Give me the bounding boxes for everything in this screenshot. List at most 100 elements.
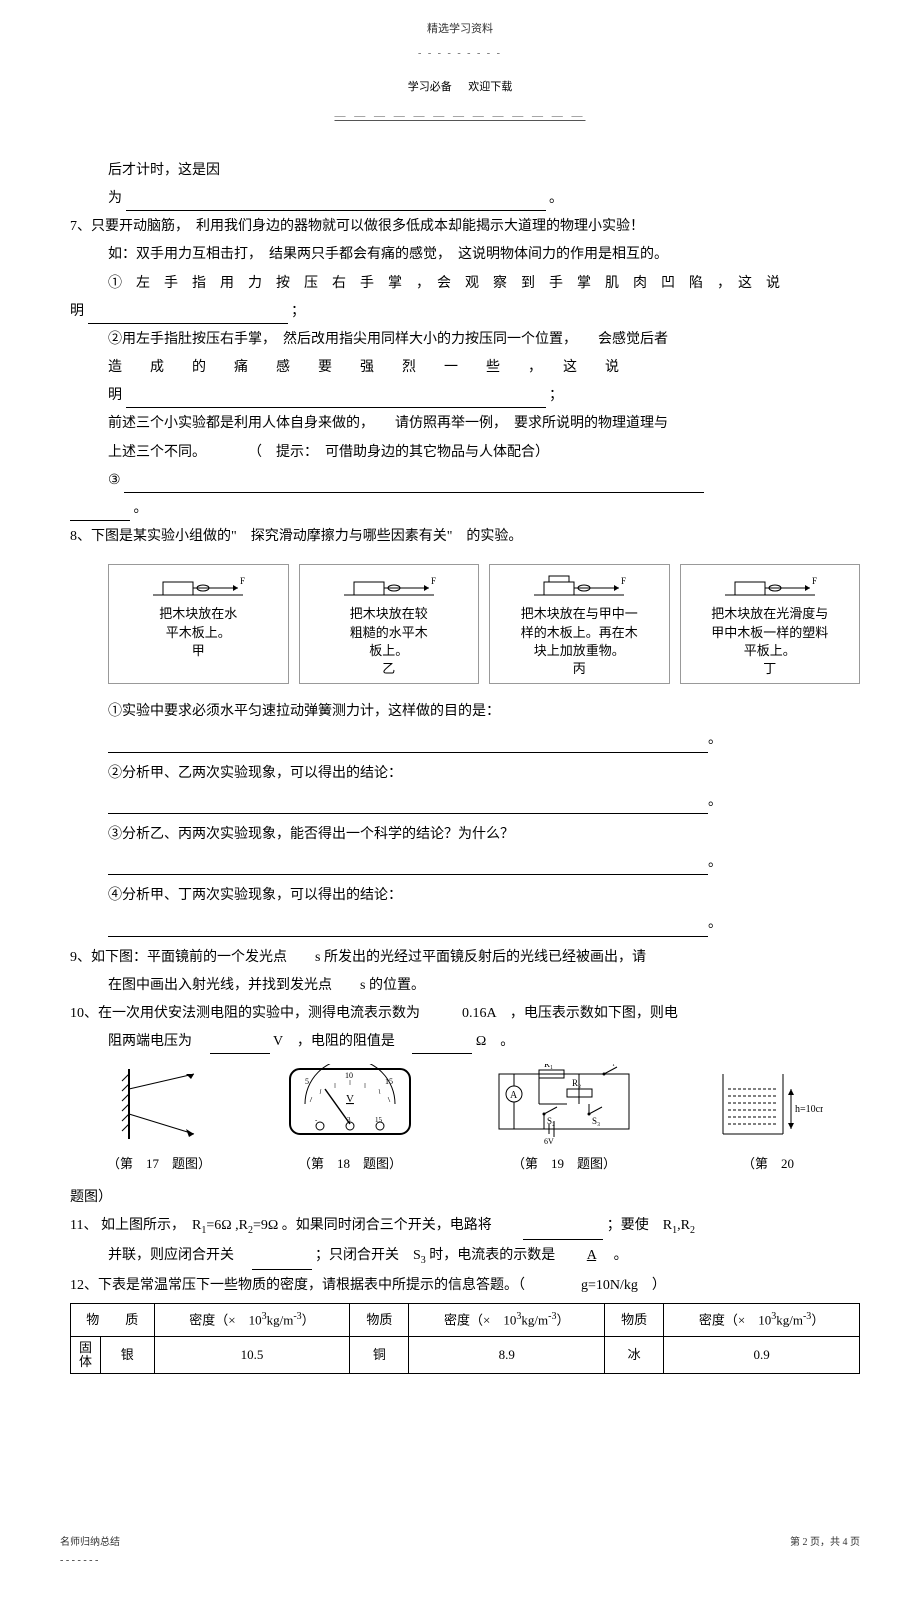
q10-blank1[interactable] <box>210 1038 270 1055</box>
fig20: h=10cm （第 20 <box>713 1064 823 1175</box>
q8-box4: F 把木块放在光滑度与甲中木板一样的塑料平板上。丁 <box>680 564 861 684</box>
q8-p1: ①实验中要求必须水平匀速拉动弹簧测力计，这样做的目的是： <box>70 699 860 724</box>
c2-pre: 密度（× 10 <box>189 1312 261 1327</box>
q8-box1-l3: 甲 <box>192 643 205 658</box>
q11-blank1[interactable] <box>523 1223 603 1240</box>
copper-val: 8.9 <box>409 1336 605 1374</box>
table-row: 固体 银 10.5 铜 8.9 冰 0.9 <box>71 1336 860 1374</box>
c4-end: ） <box>556 1312 569 1327</box>
q7-line7: 上述三个不同。 （ 提示： 可借助身边的其它物品与人体配合） <box>70 440 860 465</box>
header-dots: - - - - - - - - - <box>60 45 860 63</box>
q8-box2-l1: 把木块放在较 <box>350 606 428 621</box>
q9-num: 9、 <box>70 950 91 965</box>
q7-blank2[interactable] <box>126 392 546 409</box>
q9-line1-wrap: 9、如下图：平面镜前的一个发光点 s 所发出的光经过平面镜反射后的光线已经被画出… <box>70 945 860 970</box>
q9-line2: 在图中画出入射光线，并找到发光点 s 的位置。 <box>70 973 860 998</box>
copper-cell: 铜 <box>350 1336 409 1374</box>
voltmeter-icon: 5 10 15 V - 3 15 <box>285 1064 415 1144</box>
q8-p2-blank[interactable] <box>108 797 708 814</box>
footer-dots: - - - - - - - <box>60 1552 860 1570</box>
col4-header: 密度（× 103kg/m-3） <box>409 1304 605 1337</box>
q8-p4-blank[interactable] <box>108 920 708 937</box>
sub-header-left: 学习必备 <box>408 81 452 93</box>
q6-line2-pre: 为 <box>108 191 122 206</box>
q11-r2b: 2 <box>690 1225 695 1236</box>
q8-box3-l4: 丙 <box>573 661 586 676</box>
q7-num: 7、 <box>70 219 91 234</box>
q6-line1: 后才计时，这是因 <box>70 158 860 183</box>
q7-line1: 只要开动脑筋， 利用我们身边的器物就可以做很多低成本却能揭示大道理的物理小实验！ <box>91 219 644 234</box>
container-diagram-icon: h=10cm <box>713 1064 823 1144</box>
underline-dashes: — — — — — — — — — — — — — <box>335 110 586 122</box>
q7-line5-end: ； <box>549 388 563 403</box>
col2-header: 密度（× 103kg/m-3） <box>154 1304 350 1337</box>
q7-line1-wrap: 7、只要开动脑筋， 利用我们身边的器物就可以做很多低成本却能揭示大道理的物理小实… <box>70 214 860 239</box>
q6-line2-wrap: 为 。 <box>70 186 860 211</box>
q6-blank[interactable] <box>126 194 546 211</box>
c4-sup2: -3 <box>548 1311 556 1322</box>
figure-row: （第 17 题图） 5 10 15 V - <box>70 1064 860 1175</box>
q8-box2-l3: 板上。 <box>369 643 408 658</box>
q7-blank4[interactable] <box>70 504 130 521</box>
q11-line1-end: ；要使 R <box>607 1218 672 1233</box>
c6-end: ） <box>811 1312 824 1327</box>
q8-p4-blank-wrap: 。 <box>70 911 860 936</box>
q7-blank1[interactable] <box>88 307 288 324</box>
svg-text:S₁: S₁ <box>607 1064 615 1066</box>
q8-box4-l3: 平板上。 <box>744 643 796 658</box>
q8-box3-l1: 把木块放在与甲中一 <box>521 606 638 621</box>
circuit-diagram-icon: A R₁ R₂ S₁ S₂ S₃ <box>489 1064 639 1144</box>
q8-p1-end: 。 <box>708 732 722 747</box>
q10-line2-mid: V ，电阻的阻值是 <box>273 1034 409 1049</box>
q11-line2-mid: ；只闭合开关 S <box>315 1248 421 1263</box>
q7-blank3[interactable] <box>124 476 704 493</box>
q8-p1-blank[interactable] <box>108 736 708 753</box>
sub-header-underline: — — — — — — — — — — — — — <box>60 103 860 128</box>
svg-text:15: 15 <box>385 1077 393 1086</box>
fig17: （第 17 题图） <box>107 1064 211 1175</box>
block-diagram-icon: F <box>529 570 629 600</box>
svg-text:10: 10 <box>345 1071 353 1080</box>
q11-line2-pre: 并联，则应闭合开关 <box>108 1248 248 1263</box>
q8-box1: F 把木块放在水平木板上。甲 <box>108 564 289 684</box>
q8-p3-blank[interactable] <box>108 858 708 875</box>
q11-line2-wrap: 并联，则应闭合开关 ；只闭合开关 S3 时，电流表的示数是 A 。 <box>70 1243 860 1270</box>
page-footer: 名师归纳总结 第 2 页，共 4 页 - - - - - - - <box>60 1534 860 1570</box>
q8-box3-l2: 样的木板上。再在木 <box>521 625 638 640</box>
svg-text:5: 5 <box>305 1077 309 1086</box>
q8-box4-l4: 丁 <box>763 661 776 676</box>
q8-p2-blank-wrap: 。 <box>70 789 860 814</box>
q7-line9-wrap: 。 <box>70 496 860 521</box>
fig19-caption: （第 19 题图） <box>489 1152 639 1175</box>
svg-text:F: F <box>621 576 626 586</box>
q8-box2-l2: 粗糙的水平木 <box>350 625 428 640</box>
q8-p3-end: 。 <box>708 855 722 870</box>
q8-title-wrap: 8、下图是某实验小组做的" 探究滑动摩擦力与哪些因素有关" 的实验。 <box>70 524 860 549</box>
q7-line5: 造 成 的 痛 感 要 强 烈 一 些 ， 这 说 <box>70 355 860 380</box>
q11-line2-A: A <box>587 1248 596 1263</box>
sub-header: 学习必备 欢迎下载 <box>60 78 860 98</box>
q11-blank2[interactable] <box>252 1253 312 1270</box>
q8-box1-l1: 把木块放在水 <box>159 606 237 621</box>
q7-line6: 前述三个小实验都是利用人体自身来做的， 请仿照再举一例， 要求所说明的物理道理与 <box>70 411 860 436</box>
q7-line4: ②用左手指肚按压右手掌， 然后改用指尖用同样大小的力按压同一个位置， 会感觉后者 <box>70 327 860 352</box>
ice-cell: 冰 <box>605 1336 664 1374</box>
q8-title: 下图是某实验小组做的" 探究滑动摩擦力与哪些因素有关" 的实验。 <box>91 529 522 544</box>
block-diagram-icon: F <box>339 570 439 600</box>
footer-right-text: 第 2 页，共 4 页 <box>790 1534 860 1552</box>
svg-text:3: 3 <box>347 1116 351 1124</box>
svg-text:F: F <box>812 576 817 586</box>
svg-text:S₃: S₃ <box>592 1116 600 1126</box>
q12-num: 12、 <box>70 1278 98 1293</box>
q10-blank2[interactable] <box>412 1038 472 1055</box>
c2-mid: kg/m <box>267 1312 294 1327</box>
row-label: 固体 <box>71 1336 101 1374</box>
q8-p4: ④分析甲、丁两次实验现象，可以得出的结论： <box>70 883 860 908</box>
q7-line3-end: ； <box>291 304 305 319</box>
q7-line9-end: 。 <box>134 501 148 516</box>
q7-line8-wrap: ③ <box>70 468 860 493</box>
density-table: 物 质 密度（× 103kg/m-3） 物质 密度（× 103kg/m-3） 物… <box>70 1303 860 1374</box>
page-top-header: 精选学习资料 <box>60 20 860 40</box>
q10-num: 10、 <box>70 1006 98 1021</box>
c4-mid: kg/m <box>521 1312 548 1327</box>
